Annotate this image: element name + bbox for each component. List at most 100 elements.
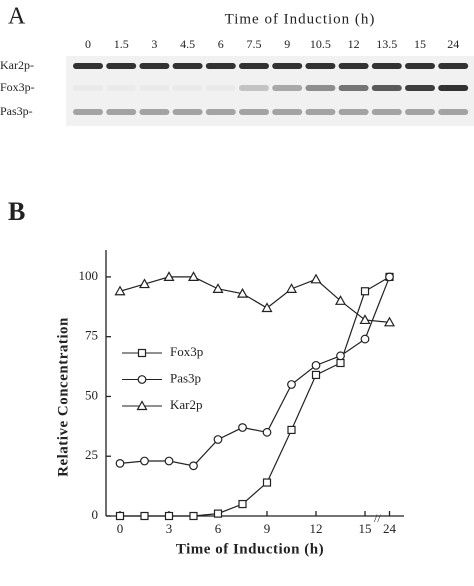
blot-band [239, 63, 269, 69]
row-label: Fox3p- [0, 80, 35, 94]
row-label: Kar2p- [0, 58, 34, 72]
blot-band [139, 109, 170, 115]
y-tick-label: 25 [85, 447, 98, 462]
lane-label: 3 [151, 37, 157, 51]
legend-marker [137, 375, 147, 384]
point [262, 478, 272, 487]
point [189, 461, 198, 471]
blot-band [73, 85, 103, 91]
lane-label: 9 [284, 37, 290, 51]
lane-label: 12 [348, 37, 360, 51]
point [262, 427, 272, 437]
point [164, 511, 174, 521]
point [285, 283, 298, 293]
series-line [119, 276, 391, 467]
lane-label: 7.5 [247, 37, 262, 51]
point [287, 380, 296, 389]
x-axis-label: Time of Induction (h) [176, 541, 324, 557]
point [236, 287, 249, 298]
legend-marker [137, 348, 147, 358]
point [115, 459, 125, 468]
point [311, 360, 321, 370]
point [140, 511, 149, 521]
blot-band [73, 63, 103, 69]
panel-label: B [8, 197, 25, 226]
blot-band [305, 109, 336, 115]
point [163, 271, 175, 282]
blot-band [338, 109, 369, 115]
point [115, 511, 125, 521]
series-line [119, 276, 390, 323]
blot-band [106, 63, 137, 69]
x-tick-label: 3 [166, 521, 173, 536]
blot-band [272, 85, 303, 91]
point [238, 423, 247, 432]
blot-band [172, 63, 203, 69]
x-tick-label: 24 [383, 521, 397, 536]
blot-band [206, 85, 236, 91]
point [187, 271, 200, 282]
point [336, 351, 345, 361]
blot-band [371, 109, 402, 115]
point [336, 358, 345, 368]
blot-band [239, 85, 269, 91]
blot-band [272, 63, 303, 69]
blot-band [371, 85, 402, 91]
x-tick-label: 9 [264, 521, 271, 536]
lane-label: 0 [85, 37, 91, 51]
point [383, 316, 396, 327]
point [114, 285, 126, 296]
point [360, 334, 370, 344]
blot-band [106, 109, 137, 115]
x-tick-label: 6 [215, 521, 222, 536]
blot-band [106, 85, 136, 91]
point [359, 314, 371, 325]
row-label: Pas3p- [0, 104, 33, 118]
blot-band [205, 109, 236, 115]
lane-label: 15 [414, 37, 426, 51]
blot-band [338, 85, 369, 91]
x-tick-label: 15 [359, 521, 372, 536]
point [310, 273, 322, 284]
lane-label: 24 [447, 37, 459, 51]
y-axis-label: Relative Concentration [55, 317, 71, 477]
blot-band [338, 63, 369, 69]
point [385, 272, 394, 282]
y-tick-label: 50 [85, 387, 98, 402]
axis-break: // [374, 511, 381, 525]
point [164, 456, 174, 466]
series-line [120, 276, 390, 517]
blot-band [305, 63, 336, 69]
y-tick-label: 100 [79, 268, 99, 283]
blot-band [405, 63, 435, 69]
blot-band [73, 109, 103, 115]
legend-label: Pas3p [170, 370, 201, 385]
x-tick-label: 12 [310, 521, 323, 536]
legend-marker [136, 400, 148, 411]
y-tick-label: 0 [92, 507, 99, 522]
legend-label: Fox3p [170, 344, 203, 359]
lane-label: 6 [218, 37, 224, 51]
blot-band [139, 85, 169, 91]
point [360, 287, 370, 296]
blot-band [438, 63, 469, 69]
lane-label: 13.5 [376, 37, 397, 51]
point [138, 278, 151, 289]
lane-label: 4.5 [180, 37, 195, 51]
blot-band [405, 85, 435, 91]
blot-band [205, 63, 236, 69]
point [334, 295, 347, 305]
blot-title: Time of Induction (h) [225, 11, 376, 27]
point [189, 511, 198, 521]
blot-band [305, 85, 336, 91]
blot-band [172, 109, 203, 115]
lane-label: 10.5 [310, 37, 331, 51]
point [311, 370, 321, 380]
y-tick-label: 75 [85, 328, 98, 343]
x-tick-label: 0 [117, 521, 124, 536]
legend-label: Kar2p [170, 397, 203, 412]
blot-band [371, 63, 402, 69]
point [213, 435, 223, 444]
